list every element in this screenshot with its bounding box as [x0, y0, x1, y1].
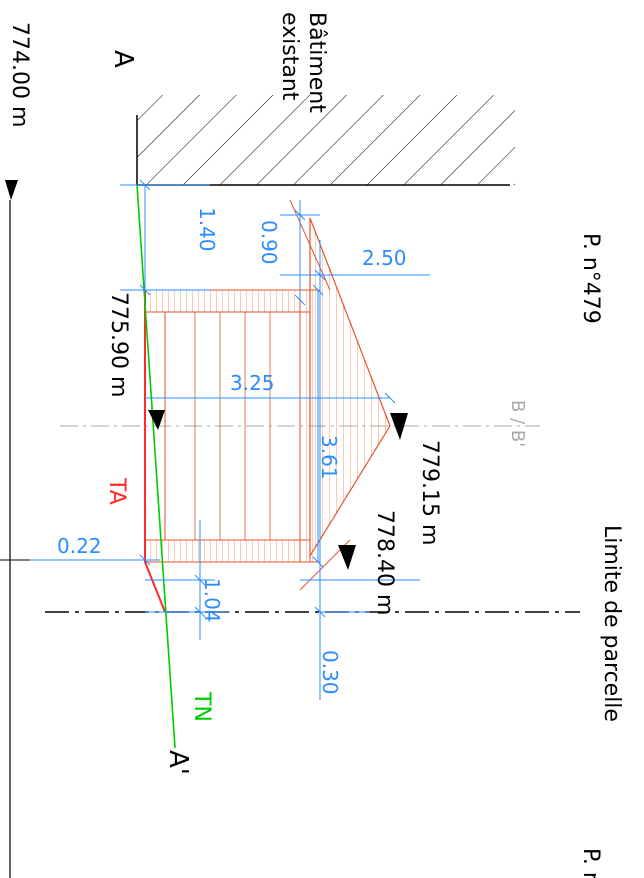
section-start-label: A — [108, 50, 138, 68]
eave-elevation-label: 778.40 m — [372, 510, 397, 615]
existing-building — [136, 95, 515, 186]
elevation-marker-icon — [5, 180, 408, 570]
existing-building-line1: Bâtiment — [304, 12, 329, 113]
dimension-ticks — [139, 179, 396, 618]
plot-top-label: P. n°479 — [578, 233, 603, 324]
dim-3-25: 3.25 — [230, 371, 275, 395]
terrace-elevation-label: 775.90 m — [106, 292, 131, 397]
labels: 774.00 m A Bâtiment existant P. n°479 77… — [7, 12, 624, 878]
natural-terrain-line — [136, 184, 176, 749]
section-end-label: A' — [163, 750, 193, 775]
dimension-lines — [30, 184, 430, 700]
dim-0-22: 0.22 — [57, 534, 102, 558]
dim-0-90: 0.90 — [257, 220, 281, 265]
ta-label: TA — [104, 477, 129, 505]
tn-label: TN — [189, 691, 214, 722]
dim-1-40: 1.40 — [195, 207, 219, 252]
dim-3-61: 3.61 — [317, 435, 341, 480]
plot-bottom-label: P. n — [578, 848, 603, 878]
reference-elevation-label: 774.00 m — [7, 22, 32, 127]
boundary-label: Limite de parcelle — [599, 525, 624, 722]
section-b-label: B / B' — [507, 400, 528, 447]
existing-building-line2: existant — [277, 12, 302, 101]
dim-0-30: 0.30 — [318, 650, 342, 695]
ridge-elevation-label: 779.15 m — [417, 440, 442, 545]
dim-2-50: 2.50 — [362, 246, 407, 270]
building-section — [144, 199, 391, 591]
finished-terrain-line — [144, 290, 166, 613]
dim-1-04: 1.04 — [200, 578, 224, 623]
